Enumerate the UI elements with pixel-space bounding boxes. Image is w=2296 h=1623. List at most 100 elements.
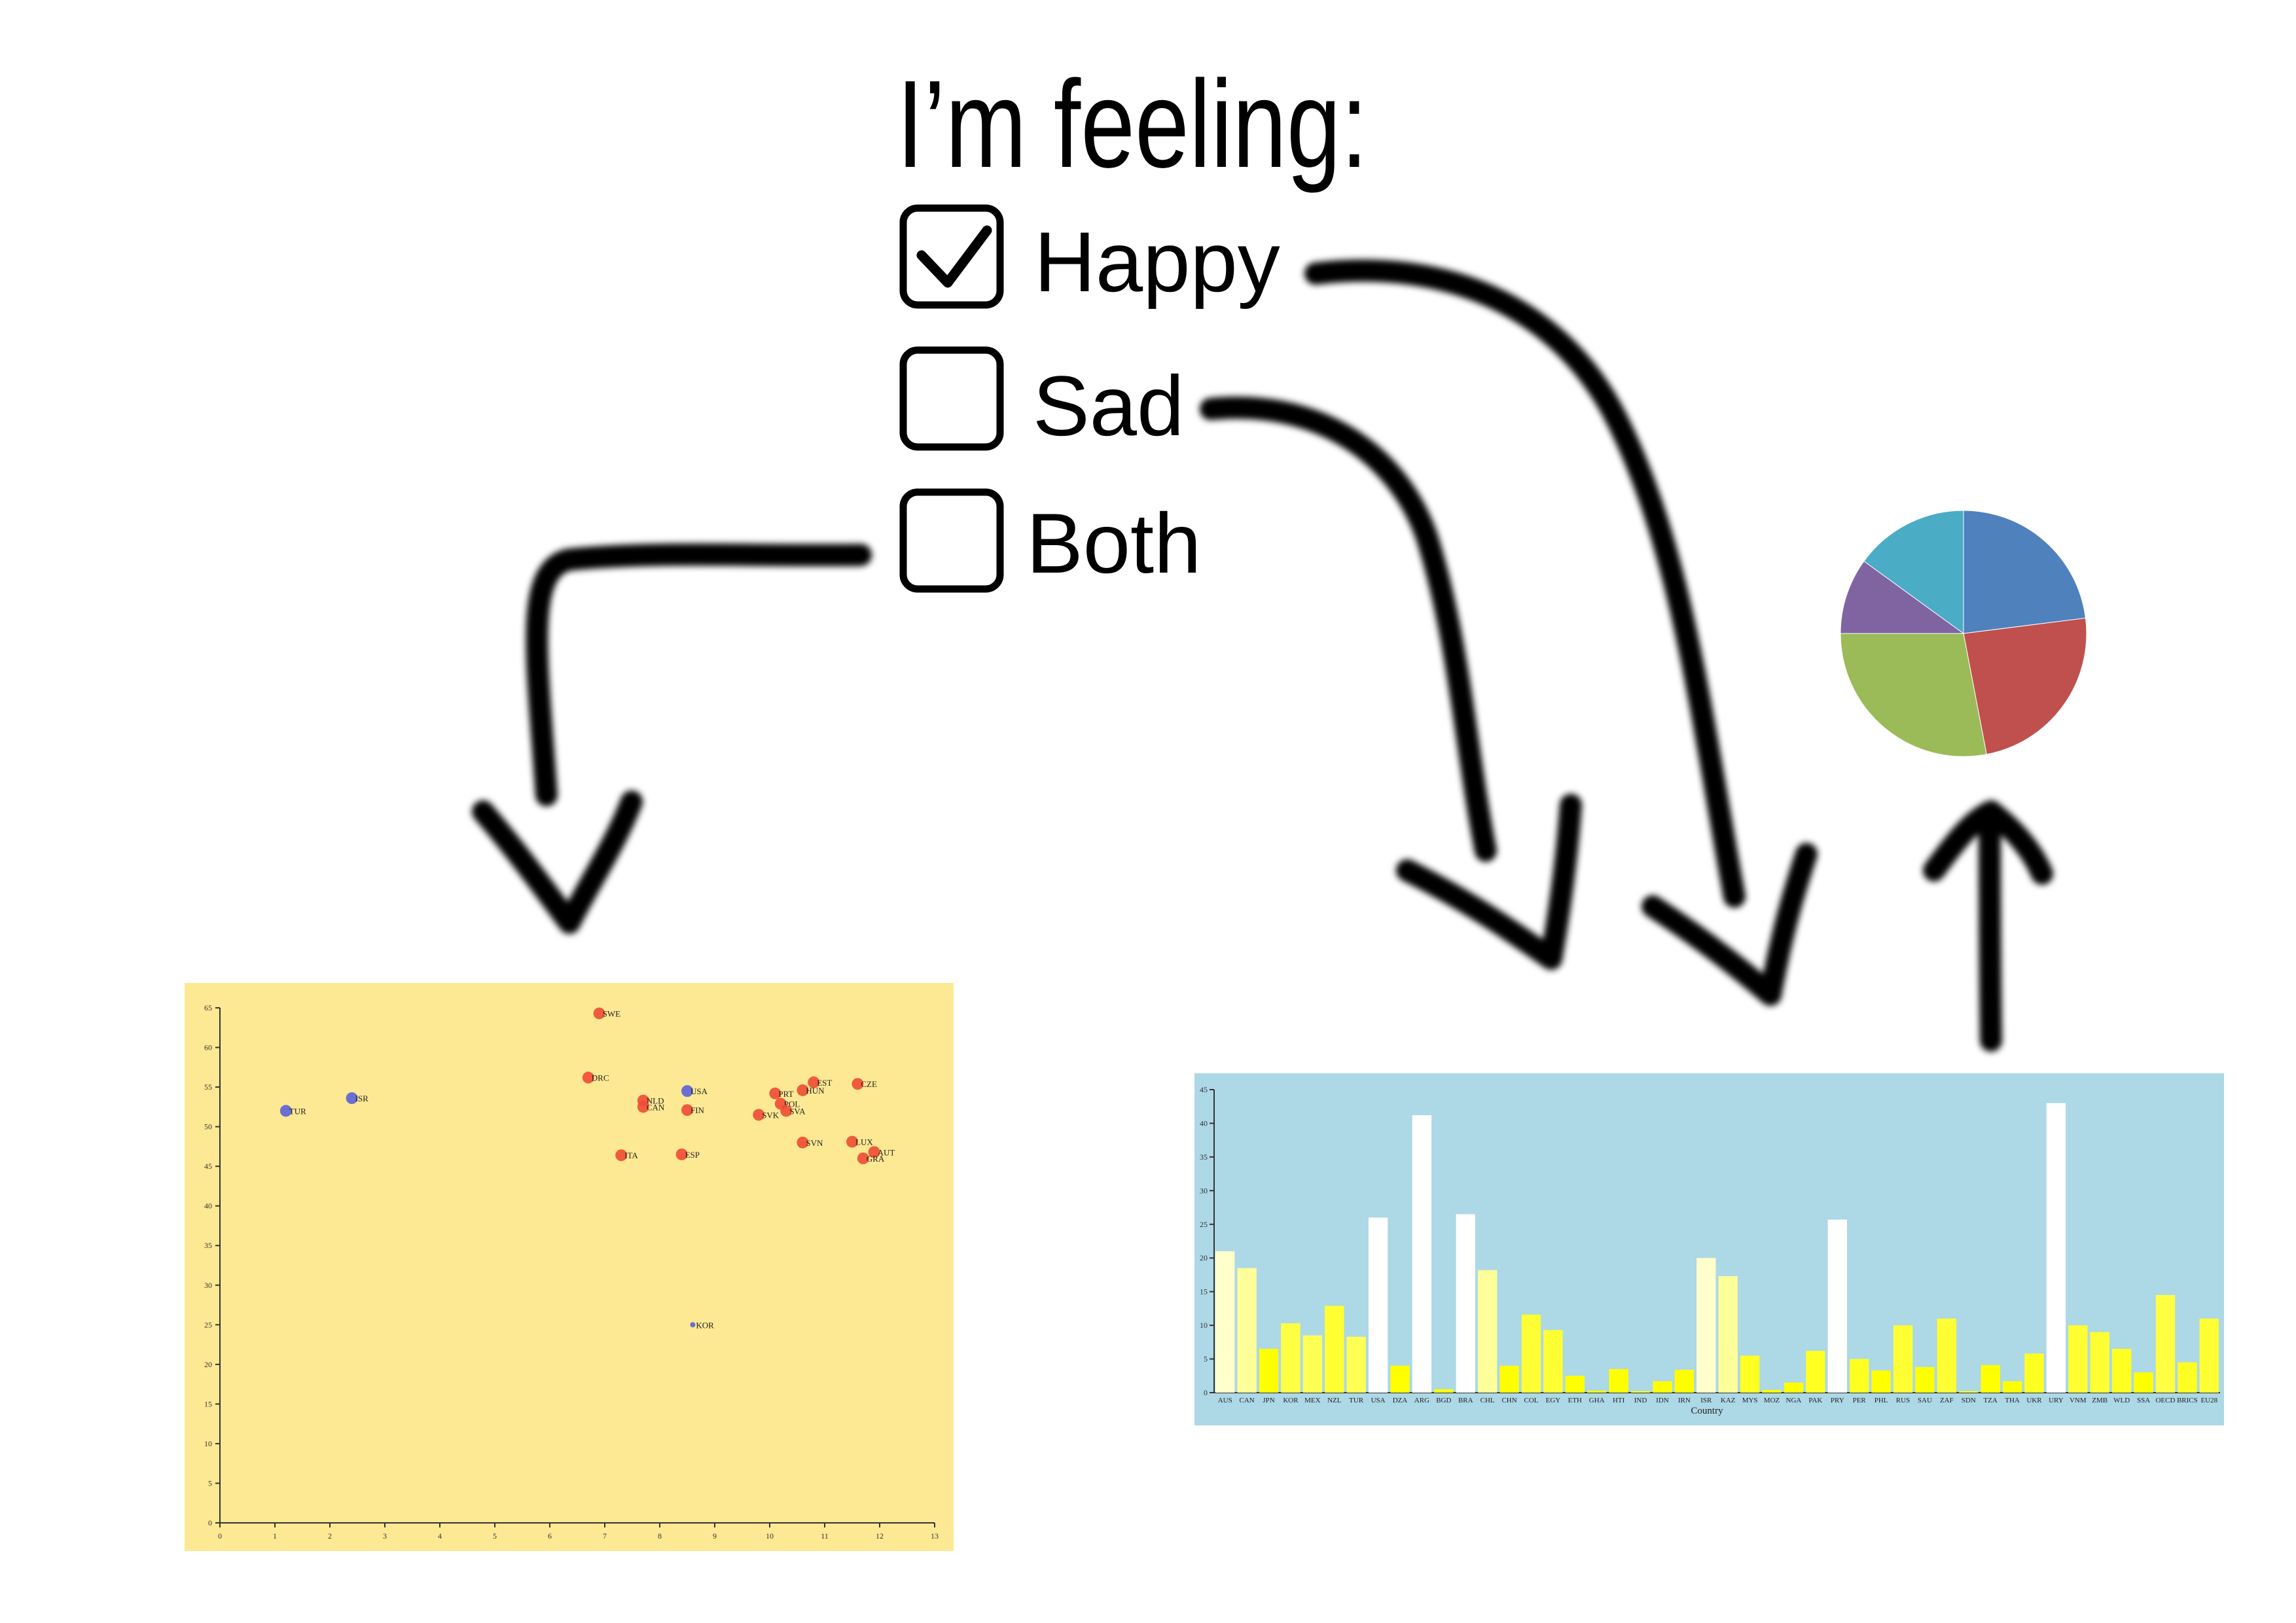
bar-category-label: TUR bbox=[1349, 1397, 1364, 1404]
scatter-x-tick-label: 5 bbox=[493, 1531, 497, 1541]
bar-category-label: NZL bbox=[1327, 1397, 1342, 1404]
bar bbox=[1740, 1355, 1760, 1393]
bar bbox=[1587, 1390, 1607, 1393]
bar bbox=[1565, 1376, 1585, 1393]
scatter-x-tick-label: 6 bbox=[548, 1531, 552, 1541]
bar-y-tick-label: 0 bbox=[1204, 1388, 1208, 1397]
scatter-point bbox=[593, 1007, 605, 1020]
arrow-sad-to-bar bbox=[1200, 397, 1497, 862]
scatter-point bbox=[279, 1105, 292, 1117]
scatter-y-tick-label: 25 bbox=[204, 1320, 212, 1329]
scatter-y-tick-label: 30 bbox=[204, 1281, 212, 1290]
scatter-point-label: CZE bbox=[861, 1079, 877, 1089]
scatter-point bbox=[780, 1105, 793, 1117]
bar bbox=[1346, 1336, 1366, 1393]
bar bbox=[2046, 1103, 2066, 1393]
pie-slice bbox=[1963, 510, 2087, 634]
bar bbox=[2090, 1332, 2109, 1393]
bar-y-tick-label: 5 bbox=[1204, 1355, 1208, 1364]
bar-y-tick-label: 30 bbox=[1200, 1186, 1208, 1195]
scatter-point bbox=[753, 1109, 765, 1121]
bar bbox=[1434, 1389, 1454, 1393]
scatter-point bbox=[681, 1085, 693, 1097]
bar-category-label: PAK bbox=[1808, 1397, 1822, 1404]
scatter-y-tick-label: 5 bbox=[208, 1478, 212, 1488]
bar-category-label: VNM bbox=[2070, 1397, 2087, 1404]
bar-category-label: URY bbox=[2049, 1397, 2064, 1404]
bar bbox=[1937, 1318, 1957, 1393]
scatter-x-tick-label: 0 bbox=[218, 1531, 222, 1541]
bar-category-label: CHN bbox=[1501, 1397, 1516, 1404]
bar-category-label: ZMB bbox=[2092, 1397, 2108, 1404]
bar bbox=[1762, 1389, 1782, 1393]
bar-category-label: AUS bbox=[1218, 1397, 1232, 1404]
scatter-point-label: SVA bbox=[789, 1106, 806, 1116]
bar-y-tick-label: 15 bbox=[1200, 1287, 1208, 1296]
bar bbox=[1477, 1270, 1498, 1393]
option-both[interactable]: Both bbox=[899, 488, 1201, 593]
arrowhead-pie bbox=[1923, 800, 2053, 885]
bar-category-label: KOR bbox=[1283, 1397, 1299, 1404]
scatter-x-tick-label: 2 bbox=[328, 1531, 332, 1541]
option-sad[interactable]: Sad bbox=[899, 346, 1184, 454]
scatter-point bbox=[868, 1146, 880, 1158]
bar bbox=[1806, 1351, 1825, 1393]
scatter-y-tick-label: 60 bbox=[204, 1043, 212, 1052]
scatter-point bbox=[769, 1087, 781, 1099]
bar bbox=[1325, 1306, 1344, 1393]
bar bbox=[1412, 1115, 1432, 1393]
scatter-y-tick-label: 15 bbox=[204, 1399, 212, 1408]
scatter-point bbox=[808, 1076, 820, 1088]
bar-category-label: KAZ bbox=[1721, 1397, 1736, 1404]
bar-y-tick-label: 40 bbox=[1200, 1118, 1208, 1128]
bar bbox=[1281, 1323, 1300, 1393]
bar bbox=[1653, 1381, 1672, 1393]
bar-category-label: DZA bbox=[1393, 1397, 1408, 1404]
scatter-point bbox=[637, 1101, 649, 1113]
scatter-background bbox=[185, 983, 954, 1551]
bar-category-label: HTI bbox=[1613, 1397, 1625, 1404]
scatter-point bbox=[346, 1092, 358, 1105]
bar bbox=[1849, 1359, 1869, 1393]
pie-slice bbox=[1840, 633, 1987, 757]
bar-category-label: EU28 bbox=[2200, 1397, 2217, 1404]
scatter-point bbox=[681, 1104, 693, 1116]
bar-x-axis-title: Country bbox=[1691, 1406, 1723, 1416]
both-checkbox[interactable] bbox=[899, 488, 1004, 593]
bar-category-label: WLD bbox=[2113, 1397, 2130, 1404]
happy-checkbox[interactable] bbox=[899, 204, 1004, 309]
checkmark-icon bbox=[916, 225, 992, 288]
scatter-point-label: ESP bbox=[685, 1150, 700, 1160]
scatter-point-label: FIN bbox=[691, 1105, 705, 1115]
bar bbox=[1784, 1382, 1804, 1393]
bar bbox=[1981, 1364, 2000, 1393]
bar-category-label: THA bbox=[2005, 1397, 2020, 1404]
scatter-x-tick-label: 4 bbox=[438, 1531, 442, 1541]
bar bbox=[2068, 1325, 2088, 1393]
bar-category-label: BGD bbox=[1436, 1397, 1451, 1404]
arrow-both-to-scatter bbox=[526, 543, 872, 806]
scatter-point-label: CAN bbox=[647, 1102, 665, 1112]
scatter-point bbox=[846, 1135, 858, 1148]
bar bbox=[1893, 1325, 1913, 1393]
scatter-y-tick-label: 10 bbox=[204, 1439, 212, 1448]
scatter-point-label: SWE bbox=[603, 1008, 621, 1018]
heading-title: I’m feeling: bbox=[897, 55, 1368, 194]
bar bbox=[1521, 1314, 1541, 1393]
scatter-x-tick-label: 8 bbox=[658, 1531, 662, 1541]
bar bbox=[2134, 1372, 2153, 1393]
arrowhead-scatter bbox=[472, 791, 643, 934]
bar bbox=[1718, 1276, 1738, 1393]
scatter-x-tick-label: 7 bbox=[603, 1531, 607, 1541]
option-happy[interactable]: Happy bbox=[899, 204, 1280, 310]
bar-category-label: RUS bbox=[1896, 1397, 1910, 1404]
scatter-point-label: SVK bbox=[762, 1110, 780, 1120]
bar bbox=[1827, 1219, 1847, 1393]
bar-category-label: CAN bbox=[1240, 1397, 1255, 1404]
sad-checkbox[interactable] bbox=[899, 346, 1004, 451]
scatter-point-label: LUX bbox=[855, 1137, 873, 1147]
bar bbox=[1456, 1214, 1475, 1393]
bar bbox=[2178, 1362, 2197, 1393]
bar-category-label: NGA bbox=[1786, 1397, 1802, 1404]
